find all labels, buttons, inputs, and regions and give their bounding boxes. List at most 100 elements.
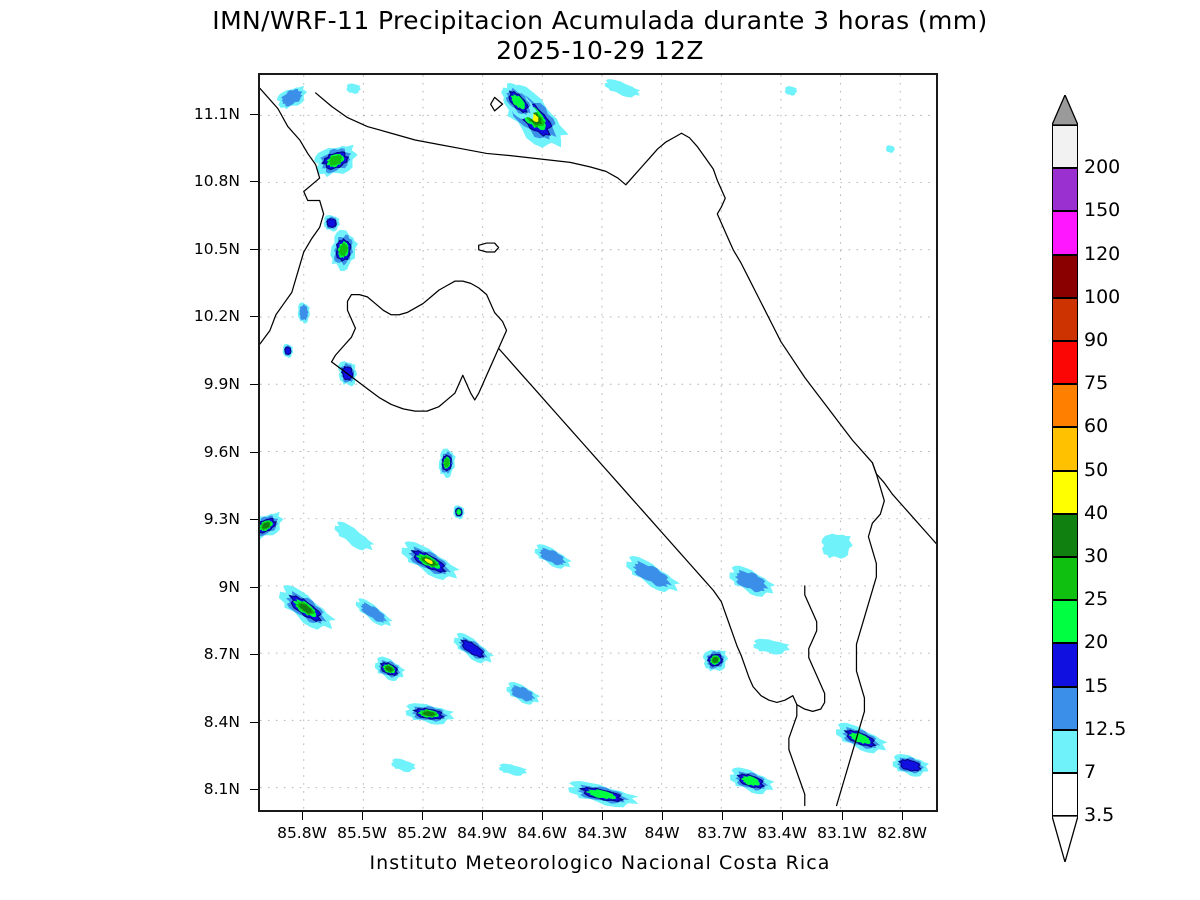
colorbar-tick-label: 150 <box>1084 199 1121 222</box>
precipitation-contours <box>260 79 930 808</box>
footer-credit: Instituto Meteorologico Nacional Costa R… <box>369 852 831 874</box>
longitude-tick-label: 85.5W <box>337 824 387 842</box>
latitude-tick-label: 9N <box>218 577 240 596</box>
colorbar-tick-label: 75 <box>1084 372 1109 395</box>
colorbar-swatch <box>1052 211 1078 255</box>
latitude-tick-label: 9.3N <box>203 510 240 529</box>
latitude-tick-mark <box>250 316 258 318</box>
precip-contour-band <box>328 154 343 166</box>
colorbar-swatch <box>1052 384 1078 428</box>
latitude-tick-label: 10.2N <box>193 307 240 326</box>
colorbar-swatch <box>1052 643 1078 687</box>
precip-contour-band <box>298 603 313 614</box>
colorbar-swatch <box>1052 341 1078 385</box>
precip-contour-band <box>261 521 271 529</box>
precip-contour-band <box>360 601 388 623</box>
latitude-tick-mark <box>250 519 258 521</box>
precip-contour-band <box>424 558 434 564</box>
latitude-tick-mark <box>250 113 258 115</box>
latitude-tick-label: 9.6N <box>203 442 240 461</box>
colorbar-tick-label: 50 <box>1084 458 1109 481</box>
longitude-tick-label: 84.3W <box>577 824 627 842</box>
precip-contour-band <box>385 666 394 672</box>
longitude-tick-label: 83.4W <box>757 824 807 842</box>
precip-contour-band <box>885 145 895 153</box>
precip-contour-band <box>784 86 798 96</box>
colorbar-tick-label: 12.5 <box>1084 717 1127 740</box>
colorbar-tick-label: 15 <box>1084 674 1109 697</box>
precip-contour-band <box>422 711 436 717</box>
colorbar-swatch <box>1052 254 1078 298</box>
longitude-tick-mark <box>422 812 423 820</box>
precip-contour-band <box>334 521 375 551</box>
precip-contour-band <box>299 304 309 321</box>
precip-contour-band <box>281 88 303 107</box>
longitude-tick-mark <box>782 812 783 820</box>
precip-contour-band <box>338 242 349 257</box>
precip-contour-band <box>604 79 641 98</box>
longitude-tick-mark <box>842 812 843 820</box>
latitude-tick-label: 8.4N <box>203 712 240 731</box>
colorbar-swatch <box>1052 600 1078 644</box>
precip-contour-band <box>284 346 292 356</box>
colorbar-swatch <box>1052 686 1078 730</box>
colorbar-swatch <box>1052 125 1078 169</box>
colorbar-swatch <box>1052 513 1078 557</box>
precip-contour-band <box>498 763 527 776</box>
precip-contour-band <box>740 775 760 787</box>
latitude-tick-label: 9.9N <box>203 374 240 393</box>
colorbar-tick-label: 100 <box>1084 285 1121 308</box>
colorbar-swatch <box>1052 729 1078 773</box>
chart-title-block: IMN/WRF-11 Precipitacion Acumulada duran… <box>0 6 1200 65</box>
colorbar-swatch <box>1052 557 1078 601</box>
latitude-tick-label: 11.1N <box>193 104 240 123</box>
colorbar-swatch <box>1052 427 1078 471</box>
colorbar-tick-label: 7 <box>1084 761 1097 783</box>
precip-contour-band <box>391 758 416 773</box>
latitude-tick-mark <box>250 248 258 250</box>
longitude-tick-mark <box>662 812 663 820</box>
colorbar-tick-label: 25 <box>1084 588 1109 611</box>
precip-contour-band <box>460 639 486 659</box>
precip-contour-band <box>510 94 526 110</box>
latitude-tick-mark <box>250 789 258 791</box>
colorbar-tick-label: 200 <box>1084 156 1121 179</box>
precip-contour-band <box>510 685 536 702</box>
colorbar-tick-label: 40 <box>1084 501 1109 524</box>
precip-contour-band <box>712 657 719 663</box>
precipitation-map-canvas <box>260 75 936 810</box>
latitude-tick-mark <box>250 451 258 453</box>
longitude-tick-mark <box>542 812 543 820</box>
colorbar-swatch <box>1052 773 1078 817</box>
colorbar-swatch <box>1052 470 1078 514</box>
colorbar-over-range-arrow <box>1051 93 1079 126</box>
latitude-tick-mark <box>250 586 258 588</box>
longitude-tick-mark <box>362 812 363 820</box>
latitude-tick-mark <box>250 654 258 656</box>
colorbar-tick-label: 3.5 <box>1084 804 1115 827</box>
precip-contour-band <box>753 638 790 655</box>
colorbar-tick-label: 90 <box>1084 329 1109 351</box>
longitude-tick-label: 84.6W <box>517 824 567 842</box>
precip-contour-band <box>346 83 361 94</box>
map-plot-area <box>258 73 938 812</box>
precip-contour-band <box>325 217 338 229</box>
longitude-tick-label: 85.8W <box>277 824 327 842</box>
precip-contour-band <box>456 509 462 516</box>
longitude-tick-mark <box>482 812 483 820</box>
longitude-tick-mark <box>722 812 723 820</box>
colorbar-tick-label: 20 <box>1084 631 1109 654</box>
longitude-tick-label: 84.9W <box>457 824 507 842</box>
colorbar-under-range-arrow <box>1051 815 1079 865</box>
latitude-tick-label: 10.8N <box>193 172 240 191</box>
precip-contour-band <box>734 569 769 593</box>
precip-contour-band <box>632 560 672 588</box>
latitude-tick-mark <box>250 383 258 385</box>
latitude-tick-mark <box>250 721 258 723</box>
longitude-tick-label: 82.8W <box>877 824 927 842</box>
longitude-tick-label: 85.2W <box>397 824 447 842</box>
latitude-tick-label: 8.7N <box>203 645 240 664</box>
precip-contour-band <box>444 457 450 468</box>
precip-contour-band <box>848 732 871 744</box>
